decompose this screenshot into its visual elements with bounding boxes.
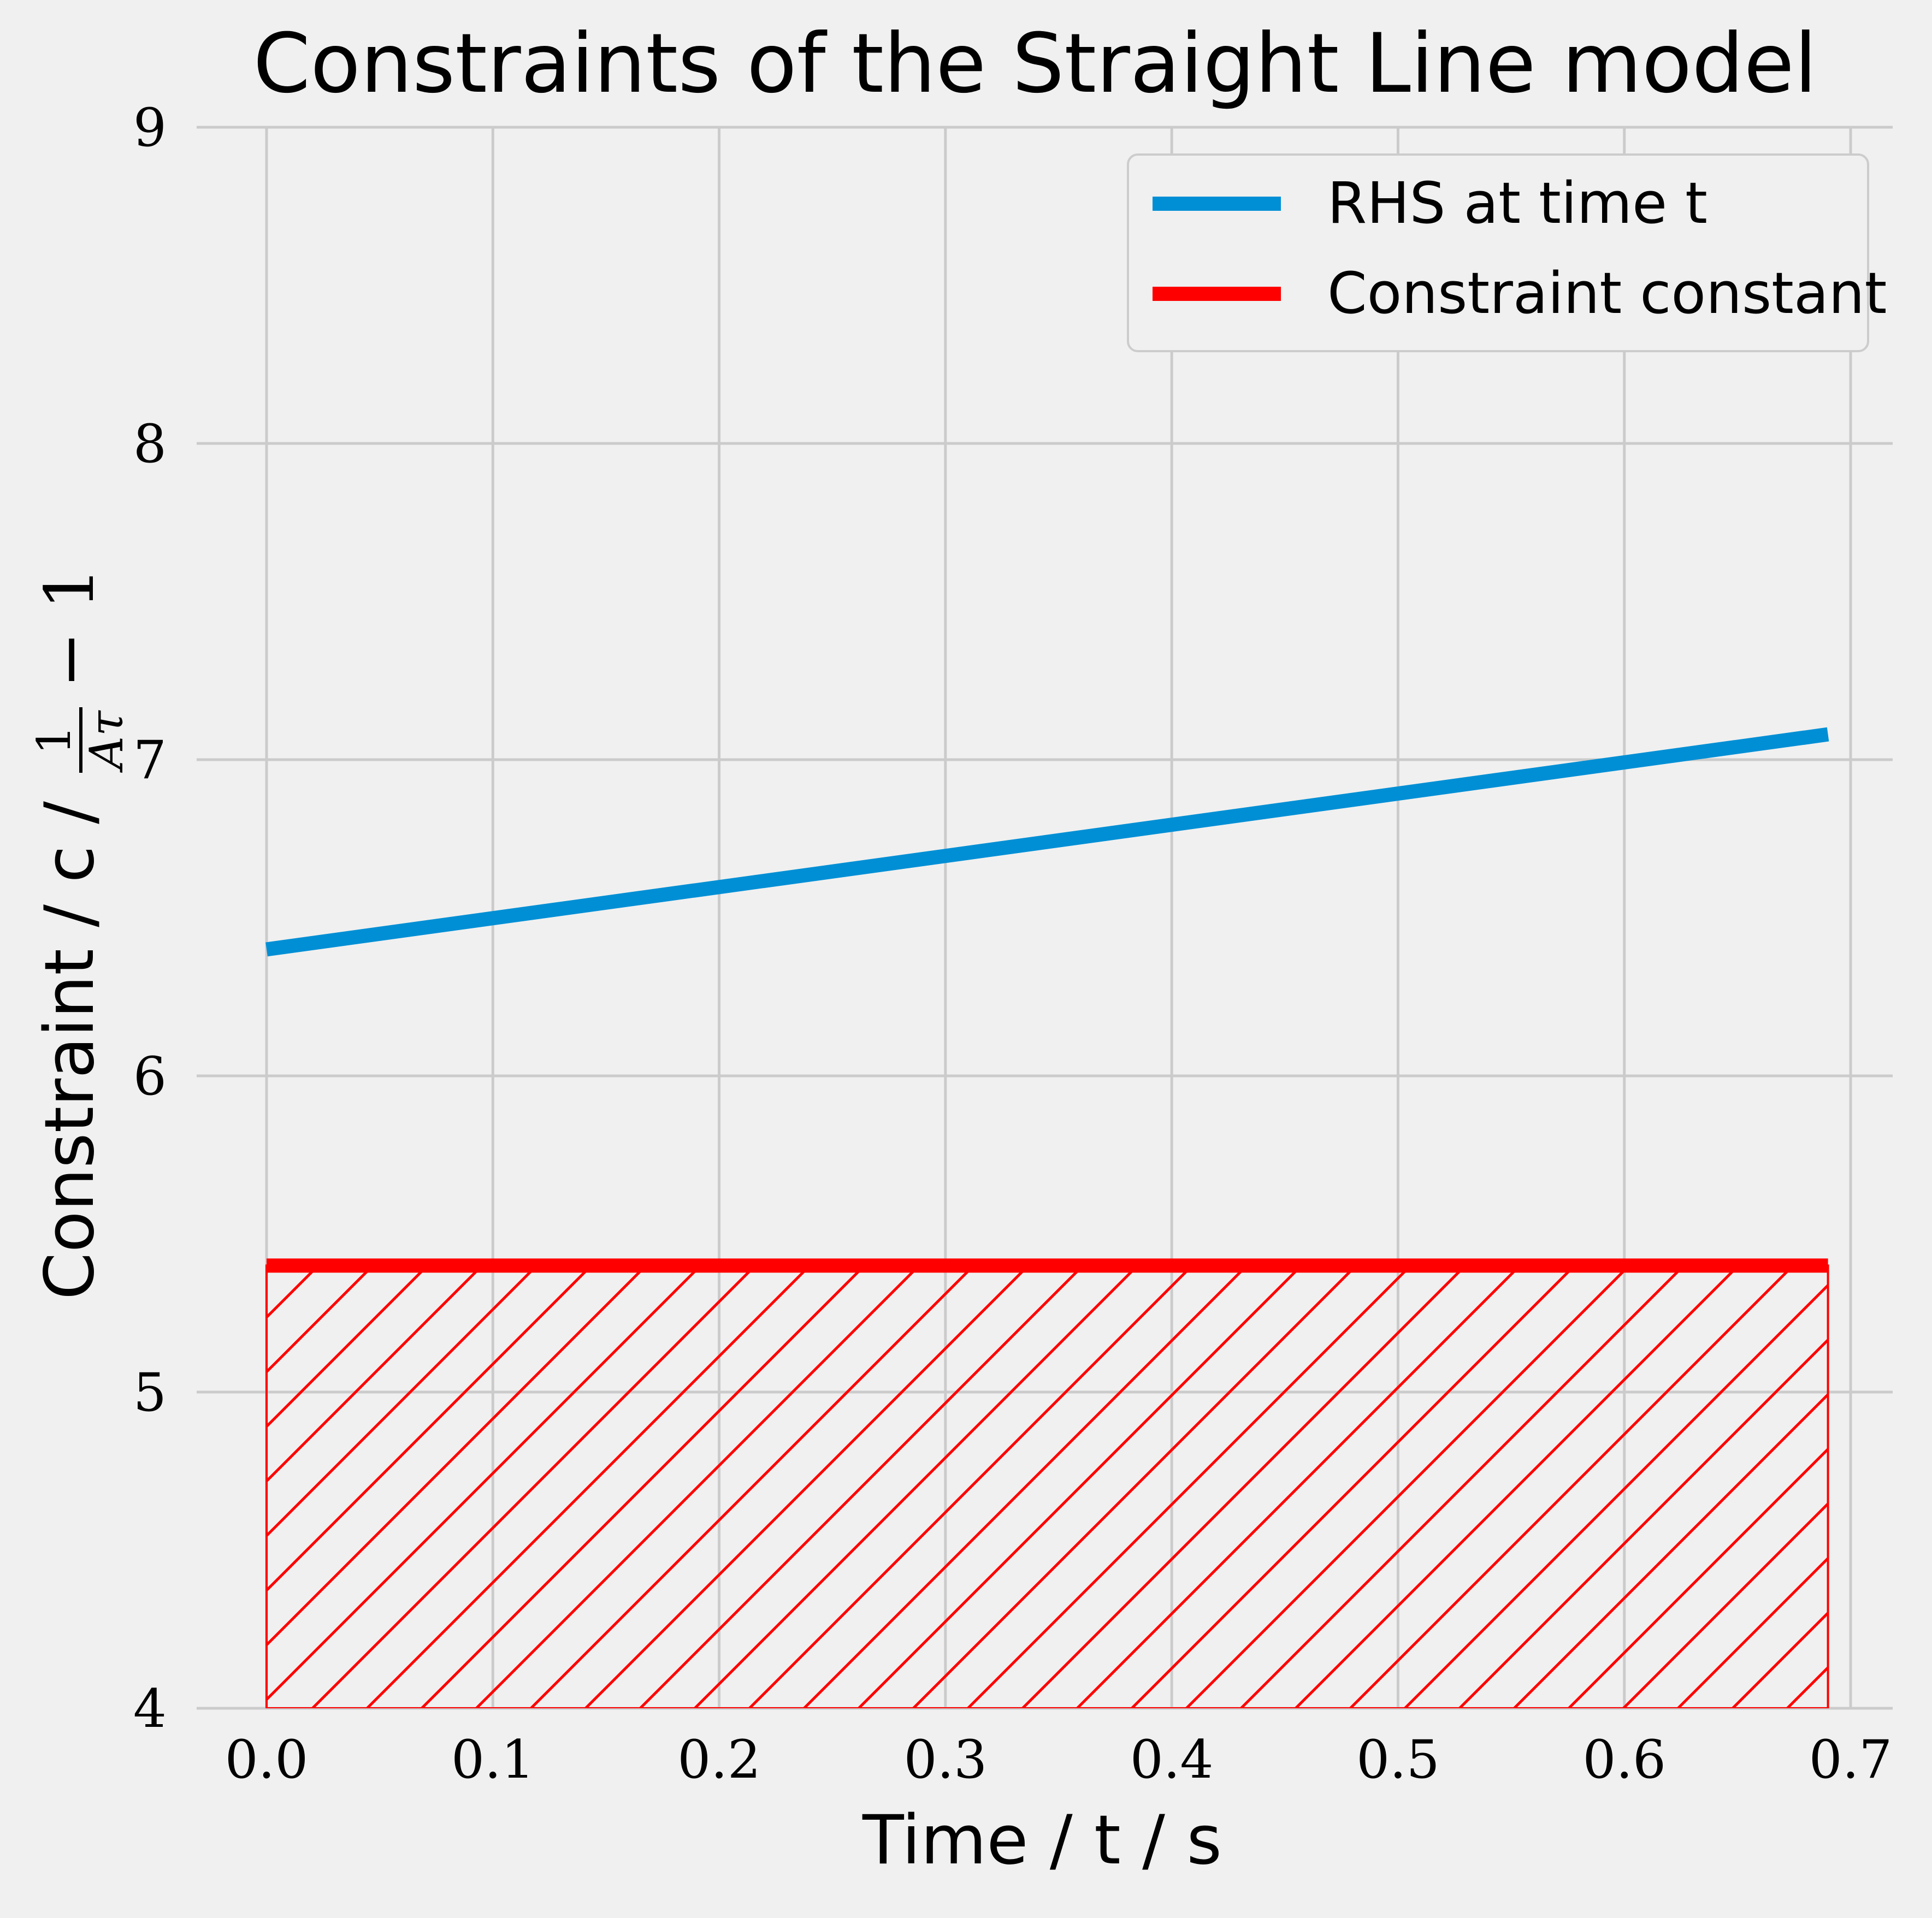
x-tick-label: 0.0 bbox=[225, 1729, 309, 1790]
y-tick-label: 8 bbox=[133, 413, 167, 475]
x-tick-label: 0.6 bbox=[1582, 1729, 1666, 1790]
y-tick-label: 4 bbox=[133, 1678, 167, 1739]
legend-label-rhs: RHS at time t bbox=[1327, 170, 1708, 236]
svg-text:Constraint / c /: Constraint / c / bbox=[31, 801, 109, 1300]
y-axis-label: Constraint / c / 1 Aτ − 1 bbox=[27, 567, 133, 1300]
x-tick-label: 0.3 bbox=[904, 1729, 988, 1790]
legend-label-constraint: Constraint constant bbox=[1327, 260, 1887, 327]
x-tick-label: 0.2 bbox=[677, 1729, 761, 1790]
constraint-fill-region bbox=[265, 1264, 1829, 1708]
y-axis-label-suffix: − 1 bbox=[31, 567, 109, 688]
y-axis-ticks: 4 5 6 7 8 9 bbox=[133, 97, 167, 1739]
y-tick-label: 6 bbox=[133, 1046, 167, 1107]
series-group bbox=[265, 727, 1829, 1708]
chart-title: Constraints of the Straight Line model bbox=[253, 16, 1817, 111]
y-axis-label-frac-num: 1 bbox=[27, 725, 81, 754]
x-axis-ticks: 0.0 0.1 0.2 0.3 0.4 0.5 0.6 0.7 bbox=[225, 1729, 1893, 1790]
x-tick-label: 0.5 bbox=[1356, 1729, 1440, 1790]
y-axis-label-frac-den: Aτ bbox=[80, 710, 133, 773]
x-tick-label: 0.7 bbox=[1809, 1729, 1893, 1790]
grid bbox=[197, 126, 1893, 1710]
legend: RHS at time t Constraint constant bbox=[1127, 153, 1887, 352]
rhs-series-line bbox=[265, 727, 1829, 957]
y-tick-label: 9 bbox=[133, 97, 167, 158]
y-axis-label-text: Constraint / c / bbox=[31, 801, 109, 1300]
x-tick-label: 0.4 bbox=[1130, 1729, 1214, 1790]
y-tick-label: 5 bbox=[133, 1362, 167, 1423]
x-axis-label: Time / t / s bbox=[862, 1801, 1222, 1880]
legend-box bbox=[1127, 153, 1869, 352]
x-tick-label: 0.1 bbox=[451, 1729, 535, 1790]
y-tick-label: 7 bbox=[133, 730, 167, 791]
